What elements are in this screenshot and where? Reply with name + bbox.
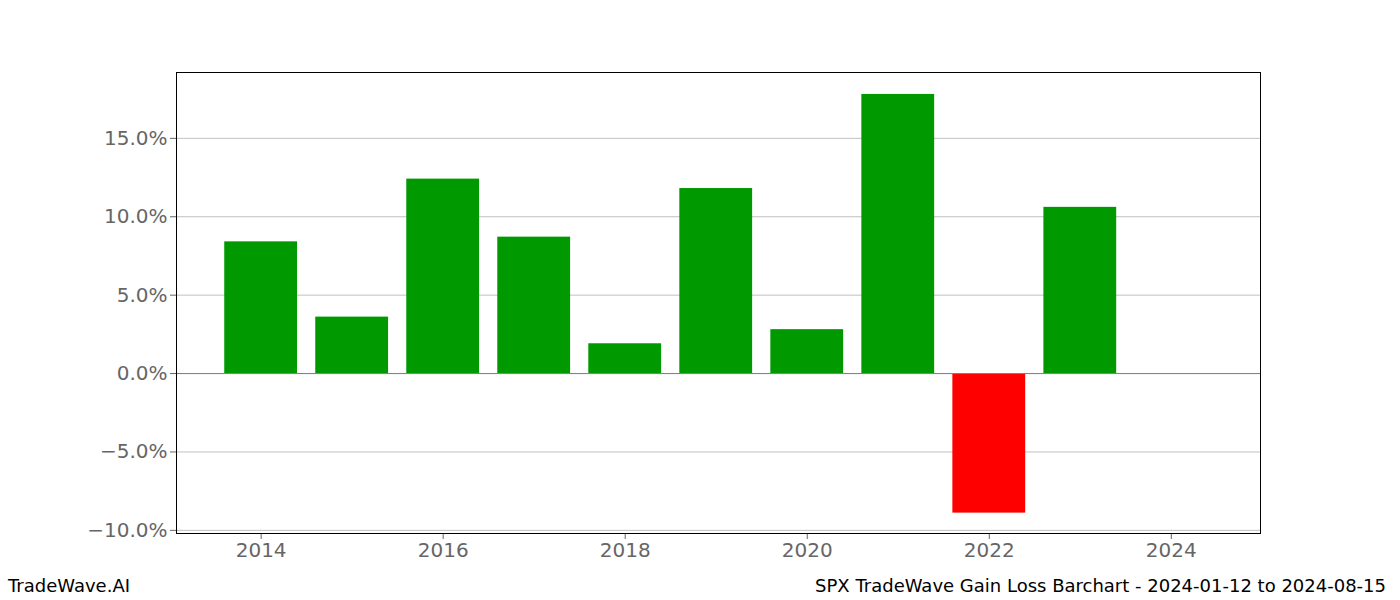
svg-text:2022: 2022 [964,538,1015,562]
svg-text:2020: 2020 [782,538,833,562]
html-text:TradeWave.AI: TradeWave.AI [8,574,130,596]
svg-text:0.0%: 0.0% [117,361,168,385]
svg-text:10.0%: 10.0% [104,204,168,228]
svg-text:2014: 2014 [236,538,287,562]
svg-text:−10.0%: −10.0% [87,518,167,542]
svg-text:5.0%: 5.0% [117,283,168,307]
svg-text:2016: 2016 [418,538,469,562]
html-text:SPX TradeWave Gain Loss Barcha: SPX TradeWave Gain Loss Barchart - 2024-… [815,574,1386,596]
svg-text:−5.0%: −5.0% [100,439,168,463]
svg-text:2018: 2018 [600,538,651,562]
svg-text:2024: 2024 [1146,538,1197,562]
svg-text:15.0%: 15.0% [104,126,168,150]
